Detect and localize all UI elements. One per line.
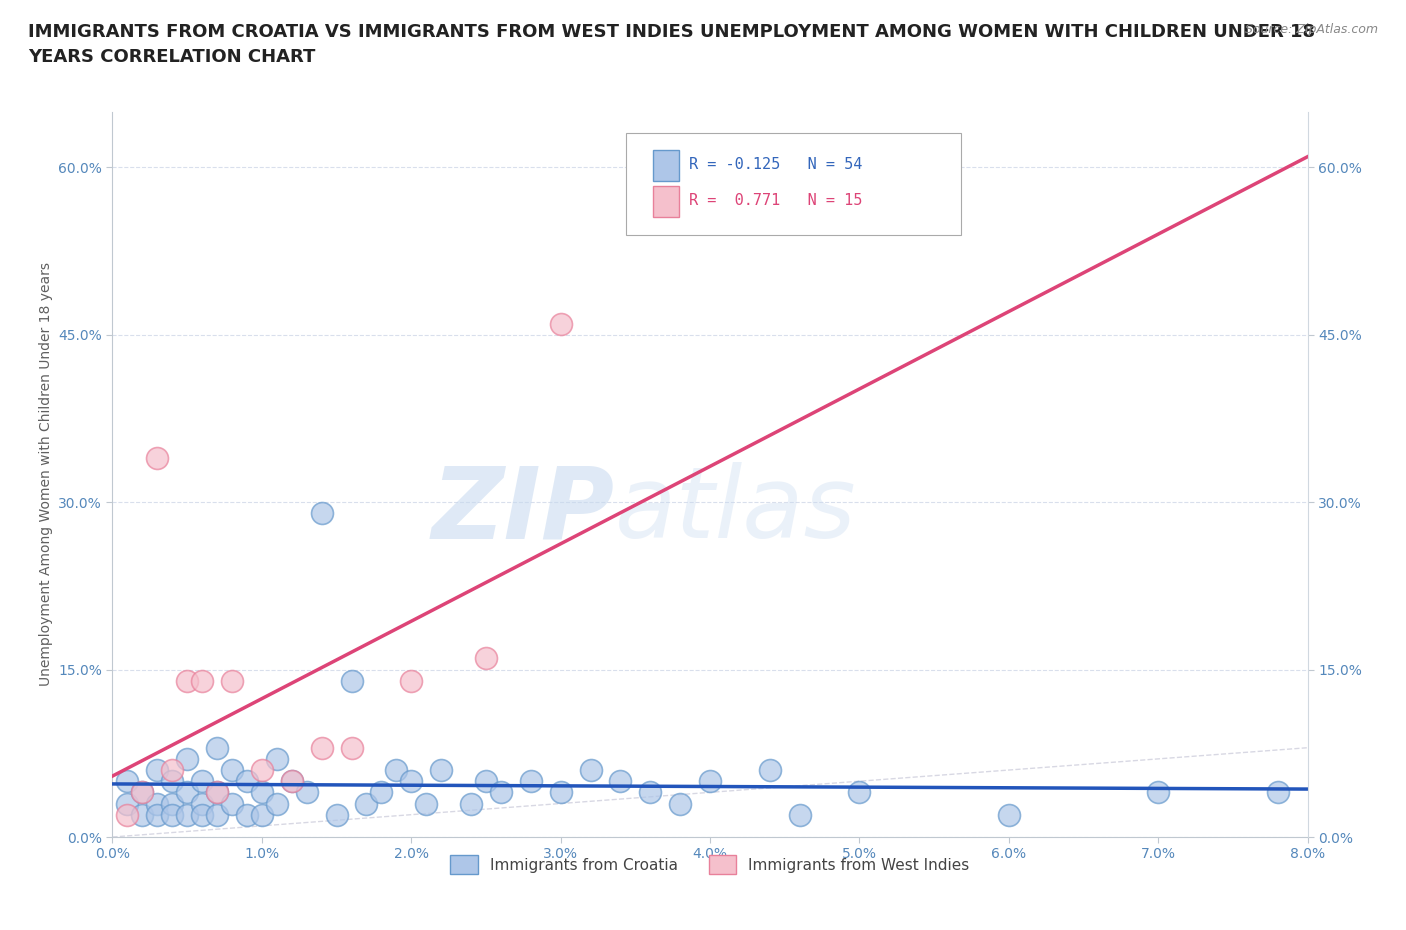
Point [146, 450, 169, 465]
Point [205, 785, 228, 800]
Text: Source: ZipAtlas.com: Source: ZipAtlas.com [1244, 23, 1378, 36]
Point [759, 763, 782, 777]
Point [221, 796, 243, 811]
Point [430, 763, 453, 777]
Point [176, 673, 198, 688]
Point [1267, 785, 1289, 800]
Point [609, 774, 631, 789]
Text: IMMIGRANTS FROM CROATIA VS IMMIGRANTS FROM WEST INDIES UNEMPLOYMENT AMONG WOMEN : IMMIGRANTS FROM CROATIA VS IMMIGRANTS FR… [28, 23, 1315, 41]
Point [146, 796, 169, 811]
Point [789, 807, 811, 822]
Point [236, 774, 259, 789]
Point [550, 316, 572, 331]
Text: atlas: atlas [614, 462, 856, 559]
Point [205, 740, 228, 755]
Text: ZIP: ZIP [432, 462, 614, 559]
Point [146, 763, 169, 777]
Point [250, 807, 273, 822]
Point [146, 807, 169, 822]
Point [848, 785, 870, 800]
Point [579, 763, 602, 777]
Point [162, 796, 183, 811]
Point [117, 807, 139, 822]
Point [191, 774, 214, 789]
Point [266, 796, 288, 811]
Point [640, 785, 662, 800]
Point [281, 774, 304, 789]
Point [162, 774, 183, 789]
Point [460, 796, 482, 811]
Point [131, 807, 153, 822]
Point [162, 763, 183, 777]
Point [131, 785, 153, 800]
Point [325, 807, 347, 822]
Point [370, 785, 392, 800]
Point [1147, 785, 1170, 800]
Point [281, 774, 304, 789]
Point [236, 807, 259, 822]
Point [250, 785, 273, 800]
Point [356, 796, 378, 811]
Point [176, 751, 198, 766]
Point [117, 774, 139, 789]
Point [221, 673, 243, 688]
Point [295, 785, 318, 800]
Point [117, 796, 139, 811]
Point [550, 785, 572, 800]
Point [131, 785, 153, 800]
Point [205, 807, 228, 822]
Y-axis label: Unemployment Among Women with Children Under 18 years: Unemployment Among Women with Children U… [38, 262, 52, 686]
FancyBboxPatch shape [652, 186, 679, 217]
Text: R =  0.771   N = 15: R = 0.771 N = 15 [689, 193, 862, 208]
Point [520, 774, 543, 789]
Point [385, 763, 408, 777]
Point [176, 807, 198, 822]
Point [162, 807, 183, 822]
Point [401, 673, 423, 688]
Point [221, 763, 243, 777]
FancyBboxPatch shape [652, 150, 679, 180]
Point [340, 673, 363, 688]
Point [191, 673, 214, 688]
Point [401, 774, 423, 789]
Point [311, 740, 333, 755]
Point [205, 785, 228, 800]
Text: R = -0.125   N = 54: R = -0.125 N = 54 [689, 157, 862, 172]
Point [311, 506, 333, 521]
Point [415, 796, 437, 811]
Point [191, 807, 214, 822]
Text: YEARS CORRELATION CHART: YEARS CORRELATION CHART [28, 48, 315, 66]
Point [475, 651, 498, 666]
Point [699, 774, 721, 789]
Point [669, 796, 692, 811]
Point [176, 785, 198, 800]
Point [998, 807, 1021, 822]
Point [250, 763, 273, 777]
FancyBboxPatch shape [627, 133, 962, 235]
Legend: Immigrants from Croatia, Immigrants from West Indies: Immigrants from Croatia, Immigrants from… [444, 849, 976, 880]
Point [191, 796, 214, 811]
Point [266, 751, 288, 766]
Point [340, 740, 363, 755]
Point [475, 774, 498, 789]
Point [489, 785, 512, 800]
